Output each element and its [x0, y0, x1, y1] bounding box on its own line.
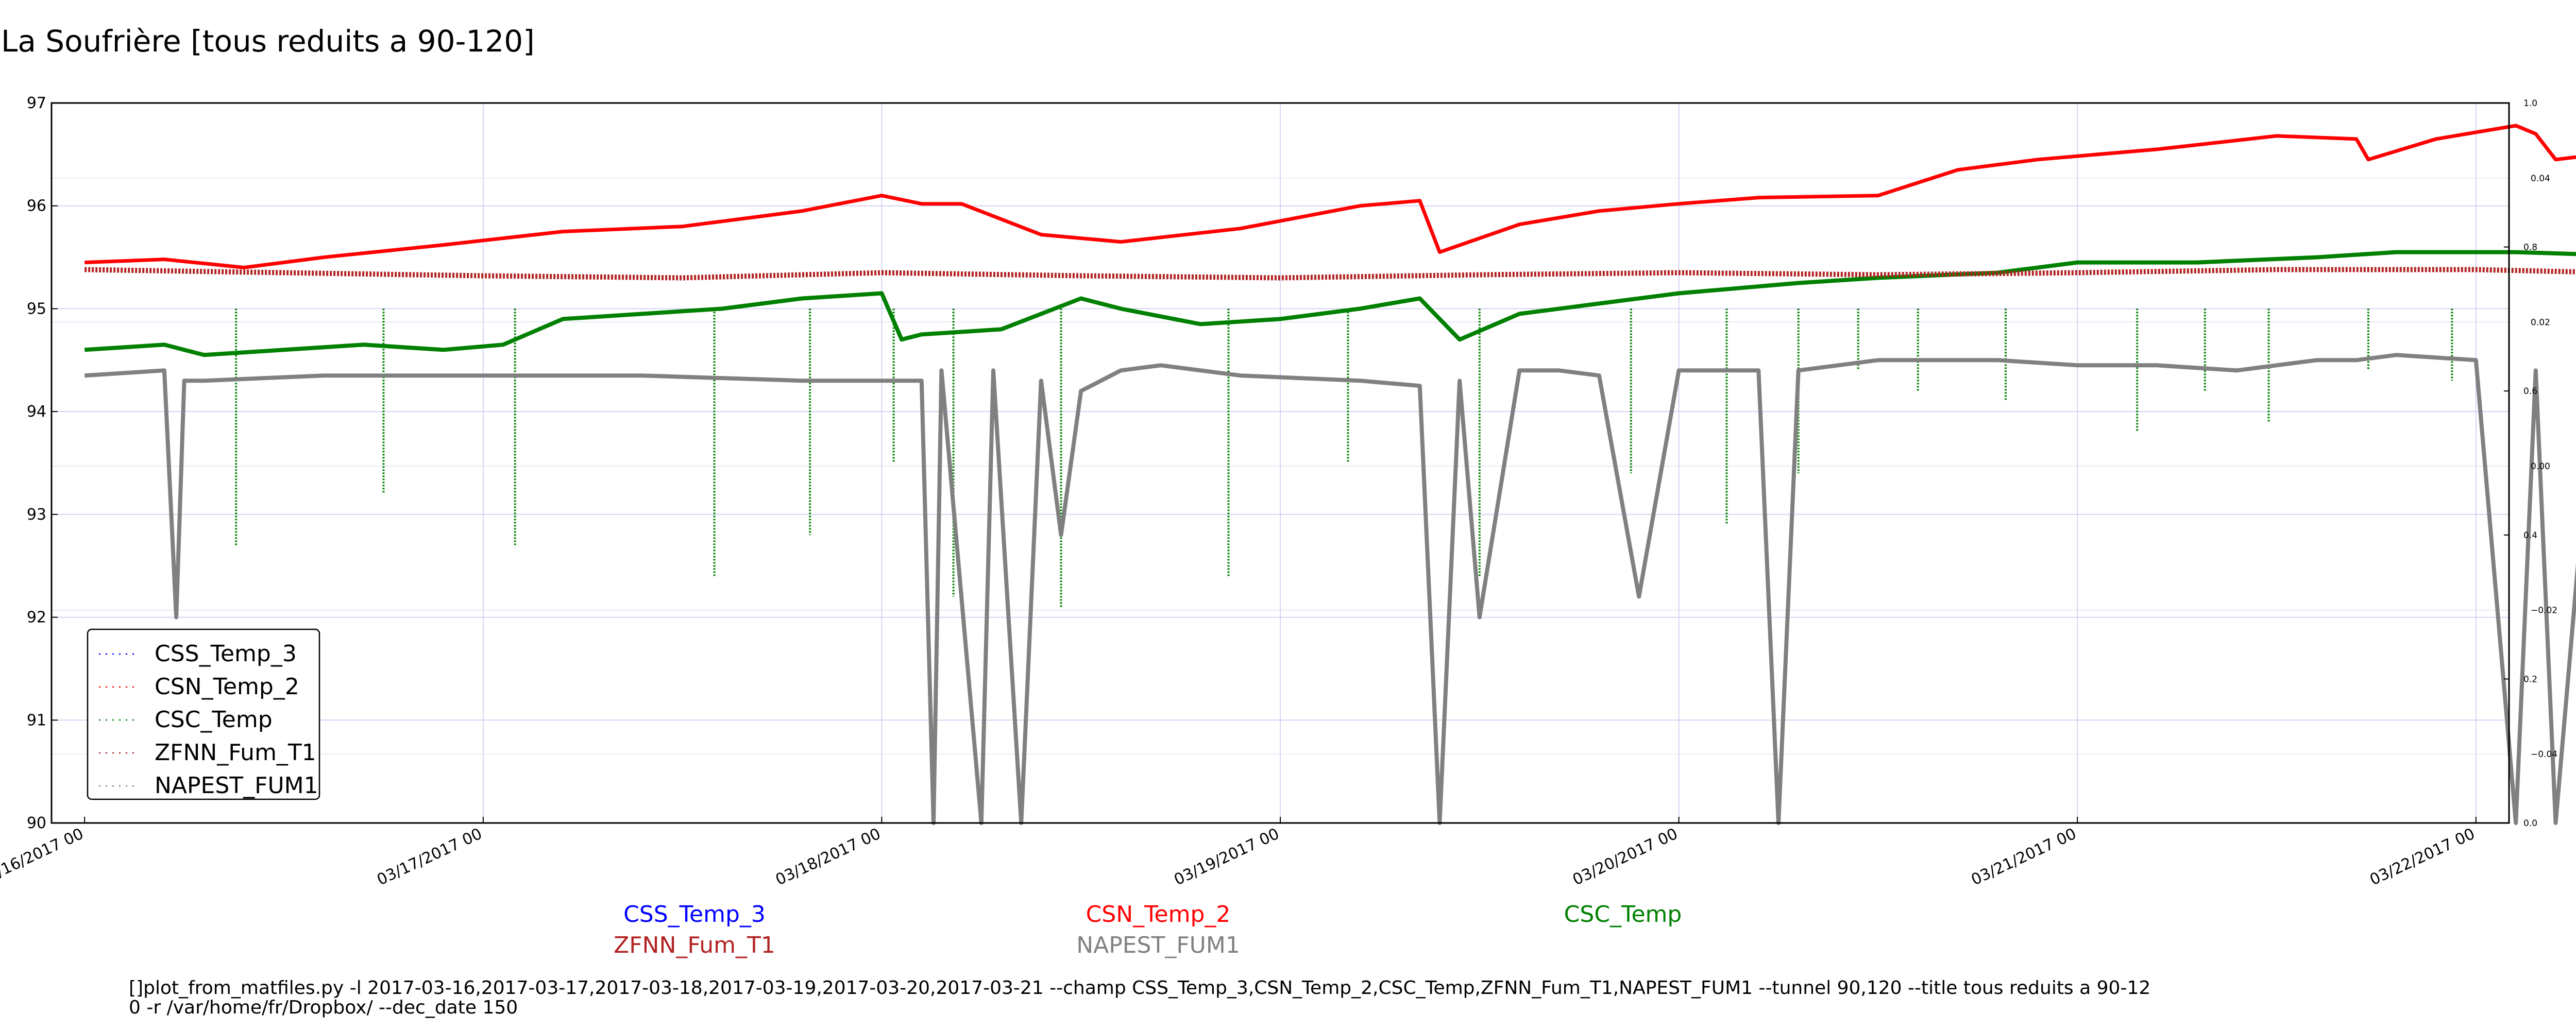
y-tick-label: 90 [27, 814, 46, 832]
bottom-legend-label: CSS_Temp_3 [623, 901, 766, 928]
x-tick-label: 03/17/2017 00 [374, 825, 485, 889]
x-tick-label: 03/18/2017 00 [773, 825, 884, 889]
y-tick-label: 93 [27, 506, 46, 524]
x-tick-label: 03/22/2017 00 [2367, 825, 2478, 889]
grid [52, 103, 2509, 823]
y2-inner-tick-label: 0.04 [2531, 174, 2550, 184]
y2-tick-label: 1.0 [2523, 98, 2537, 109]
y-tick-label: 94 [27, 403, 46, 421]
x-tick-label: 03/19/2017 00 [1172, 825, 1282, 889]
y-tick-label: 97 [27, 94, 46, 112]
y-tick-label: 92 [27, 609, 46, 627]
bottom-legend-label: ZFNN_Fum_T1 [614, 932, 775, 958]
chart-title: La Soufrière [tous reduits a 90-120] [1, 24, 535, 59]
legend: CSS_Temp_3 CSN_Temp_2 CSC_Temp ZFNN_Fum_T1 N… [87, 628, 320, 800]
y-tick-label: 96 [27, 197, 46, 215]
series-line-ZFNN_Fum_T1 [84, 267, 2576, 281]
bottom-legend: CSS_Temp_3 CSN_Temp_2 CSC_Temp ZFNN_Fum_T1 N… [614, 901, 1682, 958]
legend-label: NAPEST_FUM1 [155, 772, 318, 799]
command-line-2: 0 -r /var/home/fr/Dropbox/ --dec_date 15… [129, 997, 518, 1018]
x-tick-label: 03/16/2017 00 [0, 825, 87, 889]
y2-inner-tick-label: −0.04 [2531, 749, 2557, 760]
x-tick-label: 03/21/2017 00 [1969, 825, 2079, 889]
x-tick-label: 03/20/2017 00 [1570, 825, 1681, 889]
bottom-legend-label: CSC_Temp [1564, 901, 1682, 928]
y2-inner-tick-label: −0.02 [2531, 606, 2557, 616]
legend-label: CSC_Temp [155, 707, 273, 733]
bottom-legend-label: CSN_Temp_2 [1086, 901, 1231, 928]
legend-label: ZFNN_Fum_T1 [155, 740, 316, 766]
command-line-1: []plot_from_matfiles.py -l 2017-03-16,20… [129, 977, 2150, 999]
y2-inner-tick-label: 0.00 [2531, 461, 2550, 472]
legend-label: CSS_Temp_3 [155, 641, 297, 667]
series-layer [84, 124, 2576, 825]
series-line-NAPEST_FUM1 [84, 353, 2576, 825]
legend-box [87, 628, 320, 800]
y-tick-label: 95 [27, 300, 46, 318]
y2-tick-label: 0.4 [2523, 530, 2537, 541]
y2-tick-label: 0.8 [2523, 243, 2537, 253]
y2-tick-label: 0.6 [2523, 386, 2537, 397]
bottom-legend-label: NAPEST_FUM1 [1076, 932, 1240, 958]
series-line-CSN_Temp_2 [84, 124, 2576, 269]
y-tick-label: 91 [27, 711, 46, 729]
series-line-CSC_Temp [84, 250, 2576, 357]
legend-label: CSN_Temp_2 [155, 674, 299, 700]
y2-tick-label: 0.0 [2523, 818, 2537, 829]
y2-tick-label: 0.2 [2523, 674, 2537, 684]
y2-inner-tick-label: 0.02 [2531, 317, 2550, 328]
